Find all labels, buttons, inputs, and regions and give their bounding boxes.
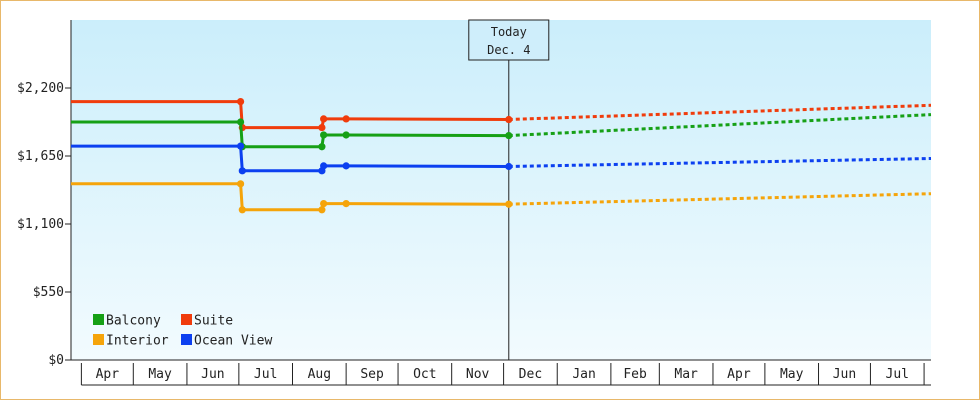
data-point-suite bbox=[505, 115, 513, 124]
data-point-balcony bbox=[236, 118, 245, 126]
x-tick-label: Oct bbox=[413, 367, 436, 382]
plot-area bbox=[71, 20, 931, 360]
legend-swatch-interior bbox=[93, 334, 104, 345]
x-tick-label: May bbox=[780, 367, 804, 382]
legend-label-balcony: Balcony bbox=[106, 314, 161, 329]
legend-label-interior: Interior bbox=[106, 334, 169, 349]
x-tick-label: Mar bbox=[674, 367, 698, 382]
data-point-suite bbox=[342, 115, 350, 123]
series-group bbox=[71, 98, 932, 214]
legend: Balcony Suite Interior Ocean View bbox=[93, 314, 272, 349]
data-point-ocean-view bbox=[236, 142, 245, 150]
x-axis: Apr May Jun Jul Aug Sep Oct Nov Dec Jan Feb Mar Apr M… bbox=[71, 359, 931, 386]
x-tick-label: Sep bbox=[360, 367, 384, 382]
legend-label-suite: Suite bbox=[194, 314, 233, 329]
data-point-suite bbox=[320, 115, 328, 123]
today-date-label: Dec. 4 bbox=[487, 43, 530, 57]
data-point-ocean-view bbox=[320, 162, 328, 170]
x-tick-label: Jul bbox=[254, 367, 277, 382]
today-marker: Today Dec. 4 bbox=[468, 19, 550, 360]
y-axis: $0 $550 $1,100 $1,650 $2,200 bbox=[17, 20, 72, 368]
x-tick-label: Dec bbox=[519, 367, 542, 382]
series-forecast-interior bbox=[508, 192, 932, 206]
data-point-ocean-view bbox=[238, 167, 246, 175]
x-tick-label: Nov bbox=[466, 367, 490, 382]
today-label: Today bbox=[491, 25, 527, 39]
series-forecast-ocean-view bbox=[508, 157, 932, 168]
data-point-ocean-view bbox=[342, 162, 350, 170]
data-point-interior bbox=[505, 200, 513, 208]
data-point-balcony bbox=[505, 132, 513, 140]
data-point-interior bbox=[320, 200, 328, 208]
legend-swatch-balcony bbox=[93, 314, 104, 325]
series-forecast-balcony bbox=[508, 113, 932, 138]
x-tick-label: Apr bbox=[96, 367, 120, 382]
data-point-ocean-view bbox=[505, 162, 513, 171]
data-point-interior bbox=[318, 206, 326, 214]
y-tick-label: $1,100 bbox=[17, 217, 64, 232]
y-tick-label: $550 bbox=[33, 285, 64, 300]
series-forecast-suite bbox=[508, 103, 932, 121]
x-tick-label: May bbox=[148, 367, 172, 382]
x-tick-label: Jun bbox=[201, 367, 224, 382]
y-tick-label: $1,650 bbox=[17, 149, 64, 164]
x-tick-label: Jun bbox=[833, 367, 856, 382]
y-tick-label: $2,200 bbox=[17, 81, 64, 96]
data-point-interior bbox=[236, 180, 245, 188]
data-point-suite bbox=[236, 98, 245, 106]
legend-swatch-ocean-view bbox=[181, 334, 192, 345]
x-tick-label: Apr bbox=[727, 367, 751, 382]
today-callout-box bbox=[468, 19, 550, 61]
x-tick-label: Jan bbox=[572, 367, 595, 382]
x-tick-label: Aug bbox=[308, 367, 331, 382]
data-point-suite bbox=[318, 123, 326, 132]
x-tick-label: Jul bbox=[886, 367, 909, 382]
y-tick-label: $0 bbox=[48, 353, 64, 368]
data-point-interior bbox=[238, 206, 246, 214]
data-point-balcony bbox=[320, 131, 328, 139]
legend-swatch-suite bbox=[181, 314, 192, 325]
data-point-interior bbox=[342, 200, 350, 208]
legend-label-ocean-view: Ocean View bbox=[194, 334, 272, 349]
data-point-balcony bbox=[342, 131, 350, 139]
x-tick-label: Feb bbox=[623, 367, 647, 382]
data-point-balcony bbox=[318, 143, 326, 151]
